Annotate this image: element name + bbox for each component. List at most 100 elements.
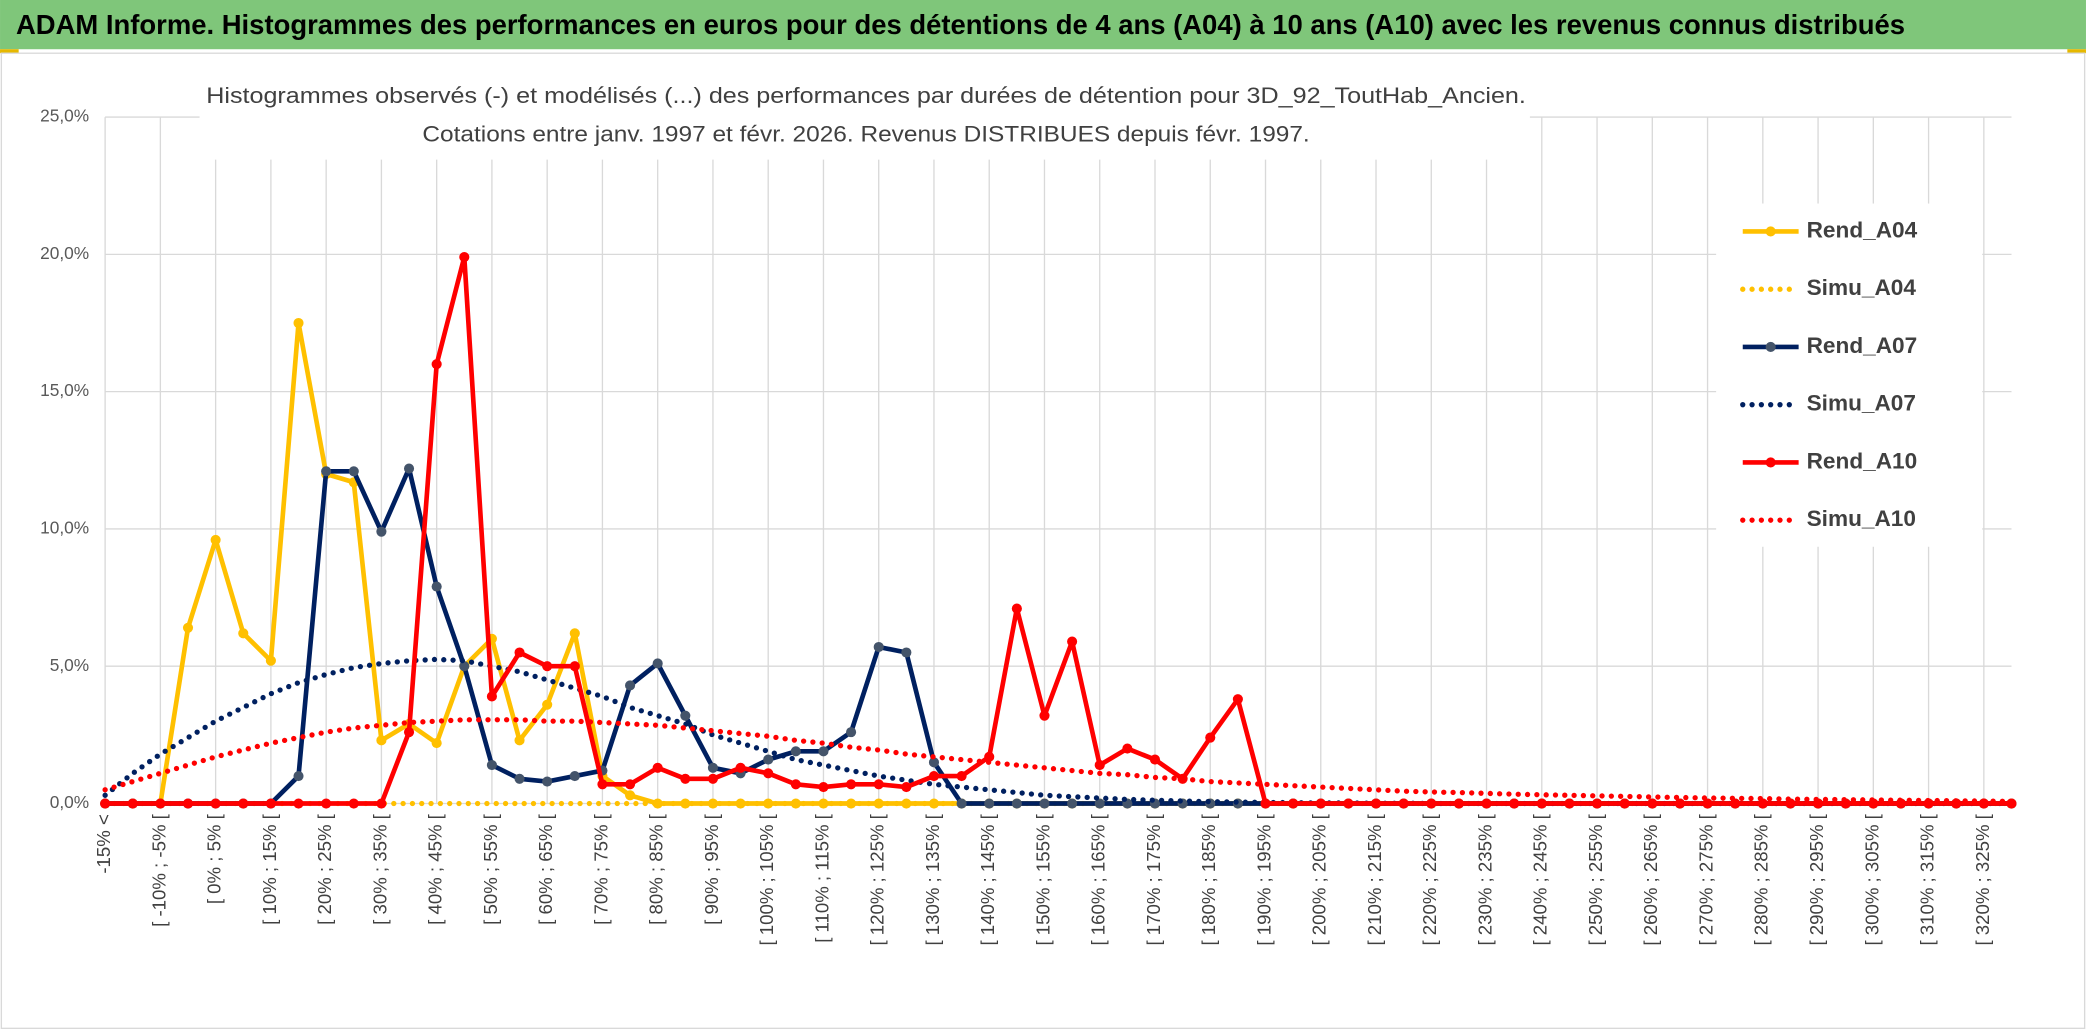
data-point xyxy=(348,466,359,477)
data-point xyxy=(1315,798,1326,809)
data-point xyxy=(486,691,497,702)
data-point xyxy=(956,798,967,809)
header-title: ADAM Informe. Histogrammes des performan… xyxy=(16,9,1905,40)
x-tick-label: [ 230% ; 235% [ xyxy=(1474,813,1495,945)
legend: Rend_A04 Simu_A04 Rend_A07 Simu_A07 Rend_A10… xyxy=(1740,217,1918,531)
data-point xyxy=(542,661,553,672)
data-point xyxy=(293,798,304,809)
x-tick-label: [ 120% ; 125% [ xyxy=(867,813,888,945)
data-point xyxy=(569,661,580,672)
data-point xyxy=(625,680,636,691)
data-point xyxy=(1149,754,1161,765)
data-point xyxy=(403,727,415,738)
x-tick-label: [ 30% ; 35% [ xyxy=(369,813,390,925)
data-point xyxy=(1205,732,1216,743)
data-point xyxy=(155,798,166,809)
y-tick-label: 10,0% xyxy=(40,517,89,537)
legend-box xyxy=(1716,203,1983,547)
data-point xyxy=(1481,798,1492,809)
data-point xyxy=(431,581,442,592)
x-tick-label: [ 210% ; 215% [ xyxy=(1364,813,1385,945)
data-point xyxy=(1702,798,1713,809)
legend-marker xyxy=(1765,457,1776,468)
data-point xyxy=(459,252,470,263)
data-point xyxy=(1674,798,1685,809)
y-tick-label: 5,0% xyxy=(50,655,89,675)
grid: 0,0% 5,0% 10,0% 15,0% 20,0% 25,0% -15% < [ -10%… xyxy=(40,106,2012,946)
x-tick-label: [ 90% ; 95% [ xyxy=(701,813,722,925)
data-point xyxy=(1730,798,1741,809)
x-tick-label: [ 320% ; 325% [ xyxy=(1972,813,1993,945)
chart-border xyxy=(0,52,2086,1030)
x-tick-label: [ 260% ; 265% [ xyxy=(1640,813,1661,945)
data-point xyxy=(293,771,304,782)
data-point xyxy=(1260,798,1271,809)
data-point xyxy=(735,762,746,773)
data-point xyxy=(846,779,857,790)
x-tick-label: [ 110% ; 115% [ xyxy=(811,813,832,942)
data-point xyxy=(1564,798,1575,809)
data-point xyxy=(928,771,940,782)
data-point xyxy=(348,798,359,809)
data-point xyxy=(569,771,580,782)
x-tick-label: [ 200% ; 205% [ xyxy=(1309,813,1330,945)
data-point xyxy=(1398,798,1409,809)
x-tick-label: [ 50% ; 55% [ xyxy=(480,813,501,925)
data-point xyxy=(790,746,801,757)
data-point xyxy=(1536,798,1547,809)
data-point xyxy=(210,534,221,545)
data-point xyxy=(514,773,525,784)
x-tick-label: [ 240% ; 245% [ xyxy=(1530,813,1551,945)
data-point xyxy=(818,746,829,757)
data-point xyxy=(763,754,774,765)
data-point xyxy=(265,655,276,666)
data-point xyxy=(873,641,884,653)
data-point xyxy=(265,798,276,809)
x-tick-label: [ 60% ; 65% [ xyxy=(535,813,556,925)
x-tick-label: [ 300% ; 305% [ xyxy=(1861,813,1882,945)
data-point xyxy=(1426,798,1437,809)
data-point xyxy=(403,463,415,474)
corner xyxy=(0,49,19,54)
x-tick-label: [ 270% ; 275% [ xyxy=(1695,813,1716,945)
x-tick-label: [ 250% ; 255% [ xyxy=(1585,813,1606,945)
y-tick-label: 0,0% xyxy=(50,792,89,812)
chart-title: Histogrammes observés (-) et modélisés (… xyxy=(206,83,1526,108)
data-point xyxy=(376,526,387,537)
x-tick-label: [ 170% ; 175% [ xyxy=(1143,813,1164,945)
data-point xyxy=(873,779,884,790)
data-point xyxy=(818,781,829,793)
data-point xyxy=(1094,760,1105,771)
x-tick-label: [ 150% ; 155% [ xyxy=(1032,813,1053,945)
data-point xyxy=(652,762,663,773)
data-point xyxy=(1067,636,1078,647)
data-point xyxy=(1509,798,1520,809)
data-point xyxy=(763,768,774,779)
x-tick-label: [ 10% ; 15% [ xyxy=(259,813,280,925)
y-tick-label: 20,0% xyxy=(40,243,89,263)
x-tick-label: [ 100% ; 105% [ xyxy=(756,813,777,945)
data-point xyxy=(984,751,995,762)
data-point xyxy=(901,647,912,658)
data-point xyxy=(846,727,857,738)
data-point xyxy=(321,466,332,477)
data-point xyxy=(569,628,580,639)
data-point xyxy=(459,661,470,672)
data-point xyxy=(1039,710,1050,721)
data-point xyxy=(486,760,497,771)
legend-marker xyxy=(1765,226,1776,237)
data-point xyxy=(238,628,249,639)
data-point xyxy=(182,798,194,809)
data-point xyxy=(597,779,608,790)
data-point xyxy=(293,317,304,329)
x-tick-label: [ 190% ; 195% [ xyxy=(1253,813,1274,945)
data-point xyxy=(901,781,912,793)
legend-label: Simu_A10 xyxy=(1807,506,1916,531)
x-tick-label: [ 40% ; 45% [ xyxy=(425,813,446,925)
data-point xyxy=(1288,798,1299,809)
title-box xyxy=(199,77,1530,160)
data-point xyxy=(707,762,719,773)
data-point xyxy=(1591,798,1603,809)
x-tick-label: [ 280% ; 285% [ xyxy=(1751,813,1772,945)
